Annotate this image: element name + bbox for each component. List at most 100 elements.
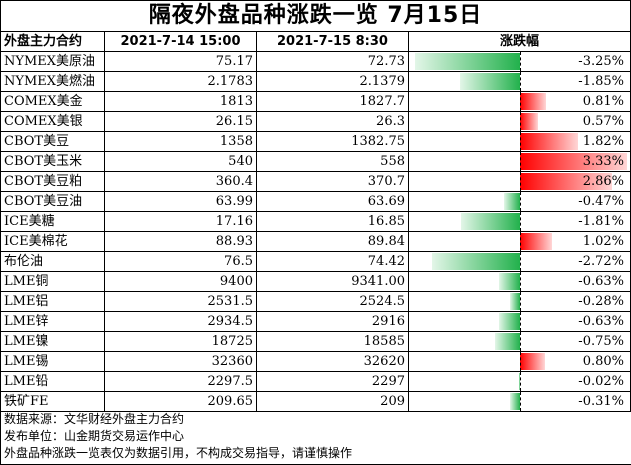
prev-price: 1358 — [104, 131, 257, 152]
zero-axis — [519, 212, 521, 231]
change-cell: -0.63% — [408, 311, 631, 332]
change-label: 0.80% — [582, 354, 624, 369]
price-change-table: 外盘主力合约 2021-7-14 15:00 2021-7-15 8:30 涨跌… — [0, 31, 631, 412]
zero-axis — [519, 332, 521, 351]
change-label: -0.75% — [578, 334, 624, 349]
zero-axis — [519, 312, 521, 331]
cur-price: 26.3 — [256, 111, 409, 132]
cur-price: 89.84 — [256, 231, 409, 252]
change-cell: 0.81% — [408, 91, 631, 112]
cur-price: 558 — [256, 151, 409, 172]
change-bar-down — [499, 313, 520, 330]
contract-name: 布伦油 — [0, 251, 105, 272]
contract-name: LME锌 — [0, 311, 105, 332]
change-label: -0.28% — [578, 294, 624, 309]
footer-source: 数据来源：文华财经外盘主力合约 — [4, 412, 185, 426]
change-cell: -0.31% — [408, 391, 631, 412]
cur-price: 18585 — [256, 331, 409, 352]
header-contract: 外盘主力合约 — [0, 31, 105, 52]
footer-notes: 数据来源：文华财经外盘主力合约 发布单位：山金期货交易运作中心 外盘品种涨跌一览… — [0, 411, 631, 465]
page-title: 隔夜外盘品种涨跌一览 7月15日 — [0, 0, 631, 31]
change-label: -2.72% — [578, 254, 624, 269]
change-cell: -0.75% — [408, 331, 631, 352]
table-row: ICE美棉花 88.93 89.84 1.02% — [0, 231, 631, 252]
table-row: LME镍 18725 18585 -0.75% — [0, 331, 631, 352]
contract-name: 铁矿FE — [0, 391, 105, 412]
change-label: -0.47% — [578, 194, 624, 209]
table-row: LME铅 2297.5 2297 -0.02% — [0, 371, 631, 392]
change-label: -0.63% — [578, 274, 624, 289]
table-row: 铁矿FE 209.65 209 -0.31% — [0, 391, 631, 412]
change-label: 2.86% — [582, 174, 624, 189]
prev-price: 2297.5 — [104, 371, 257, 392]
change-bar-up — [519, 133, 579, 150]
change-cell: -0.47% — [408, 191, 631, 212]
change-bar-up — [519, 93, 546, 110]
change-label: -3.25% — [578, 54, 624, 69]
contract-name: ICE美棉花 — [0, 231, 105, 252]
header-change: 涨跌幅 — [408, 31, 631, 52]
change-label: -1.81% — [578, 214, 624, 229]
table-row: LME锡 32360 32620 0.80% — [0, 351, 631, 372]
change-bar-up — [519, 353, 546, 370]
cur-price: 2524.5 — [256, 291, 409, 312]
change-cell: -1.81% — [408, 211, 631, 232]
cur-price: 1827.7 — [256, 91, 409, 112]
table-row: LME铜 9400 9341.00 -0.63% — [0, 271, 631, 292]
contract-name: LME镍 — [0, 331, 105, 352]
change-cell: 0.80% — [408, 351, 631, 372]
cur-price: 209 — [256, 391, 409, 412]
prev-price: 2934.5 — [104, 311, 257, 332]
cur-price: 2.1379 — [256, 71, 409, 92]
prev-price: 88.93 — [104, 231, 257, 252]
contract-name: LME铝 — [0, 291, 105, 312]
zero-axis — [519, 392, 521, 411]
contract-name: LME铅 — [0, 371, 105, 392]
change-bar-down — [518, 373, 520, 390]
change-bar-up — [519, 173, 612, 190]
table-row: CBOT美豆 1358 1382.75 1.82% — [0, 131, 631, 152]
prev-price: 1813 — [104, 91, 257, 112]
contract-name: COMEX美银 — [0, 111, 105, 132]
zero-axis — [519, 192, 521, 211]
cur-price: 74.42 — [256, 251, 409, 272]
footer-disclaimer: 外盘品种涨跌一览表仅为数据引用，不构成交易指导，请谨慎操作 — [4, 446, 353, 460]
change-cell: -3.25% — [408, 51, 631, 72]
change-bar-down — [504, 193, 520, 210]
change-bar-down — [509, 393, 520, 410]
zero-axis — [519, 112, 521, 131]
change-cell: -0.02% — [408, 371, 631, 392]
zero-axis — [519, 92, 521, 111]
cur-price: 72.73 — [256, 51, 409, 72]
table-body: NYMEX美原油 75.17 72.73 -3.25% NYMEX美燃油 2.1783 2.… — [0, 51, 631, 412]
zero-axis — [519, 272, 521, 291]
change-label: 0.57% — [582, 114, 624, 129]
zero-axis — [519, 72, 521, 91]
prev-price: 26.15 — [104, 111, 257, 132]
contract-name: CBOT美玉米 — [0, 151, 105, 172]
cur-price: 370.7 — [256, 171, 409, 192]
table-row: LME铝 2531.5 2524.5 -0.28% — [0, 291, 631, 312]
cur-price: 63.69 — [256, 191, 409, 212]
zero-axis — [519, 372, 521, 391]
change-bar-down — [414, 53, 520, 70]
prev-price: 2.1783 — [104, 71, 257, 92]
header-prev-time: 2021-7-14 15:00 — [104, 31, 257, 52]
table-row: LME锌 2934.5 2916 -0.63% — [0, 311, 631, 332]
footer-publisher: 发布单位：山金期货交易运作中心 — [4, 429, 185, 443]
change-cell: -0.63% — [408, 271, 631, 292]
prev-price: 209.65 — [104, 391, 257, 412]
change-bar-down — [459, 73, 520, 90]
zero-axis — [519, 232, 521, 251]
change-label: -0.63% — [578, 314, 624, 329]
prev-price: 2531.5 — [104, 291, 257, 312]
header-cur-time: 2021-7-15 8:30 — [256, 31, 409, 52]
change-cell: 0.57% — [408, 111, 631, 132]
change-label: -1.85% — [578, 74, 624, 89]
zero-axis — [519, 132, 521, 151]
change-cell: 1.82% — [408, 131, 631, 152]
prev-price: 63.99 — [104, 191, 257, 212]
cur-price: 16.85 — [256, 211, 409, 232]
change-bar-up — [519, 153, 627, 170]
table-row: CBOT美豆油 63.99 63.69 -0.47% — [0, 191, 631, 212]
